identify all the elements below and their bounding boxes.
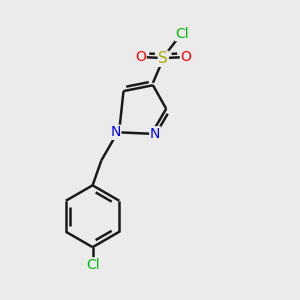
- Text: Cl: Cl: [176, 27, 189, 41]
- Text: O: O: [135, 50, 146, 64]
- Text: N: N: [110, 125, 121, 139]
- Text: Cl: Cl: [86, 258, 99, 272]
- Text: O: O: [181, 50, 191, 64]
- Text: N: N: [150, 127, 160, 141]
- Text: S: S: [158, 51, 168, 66]
